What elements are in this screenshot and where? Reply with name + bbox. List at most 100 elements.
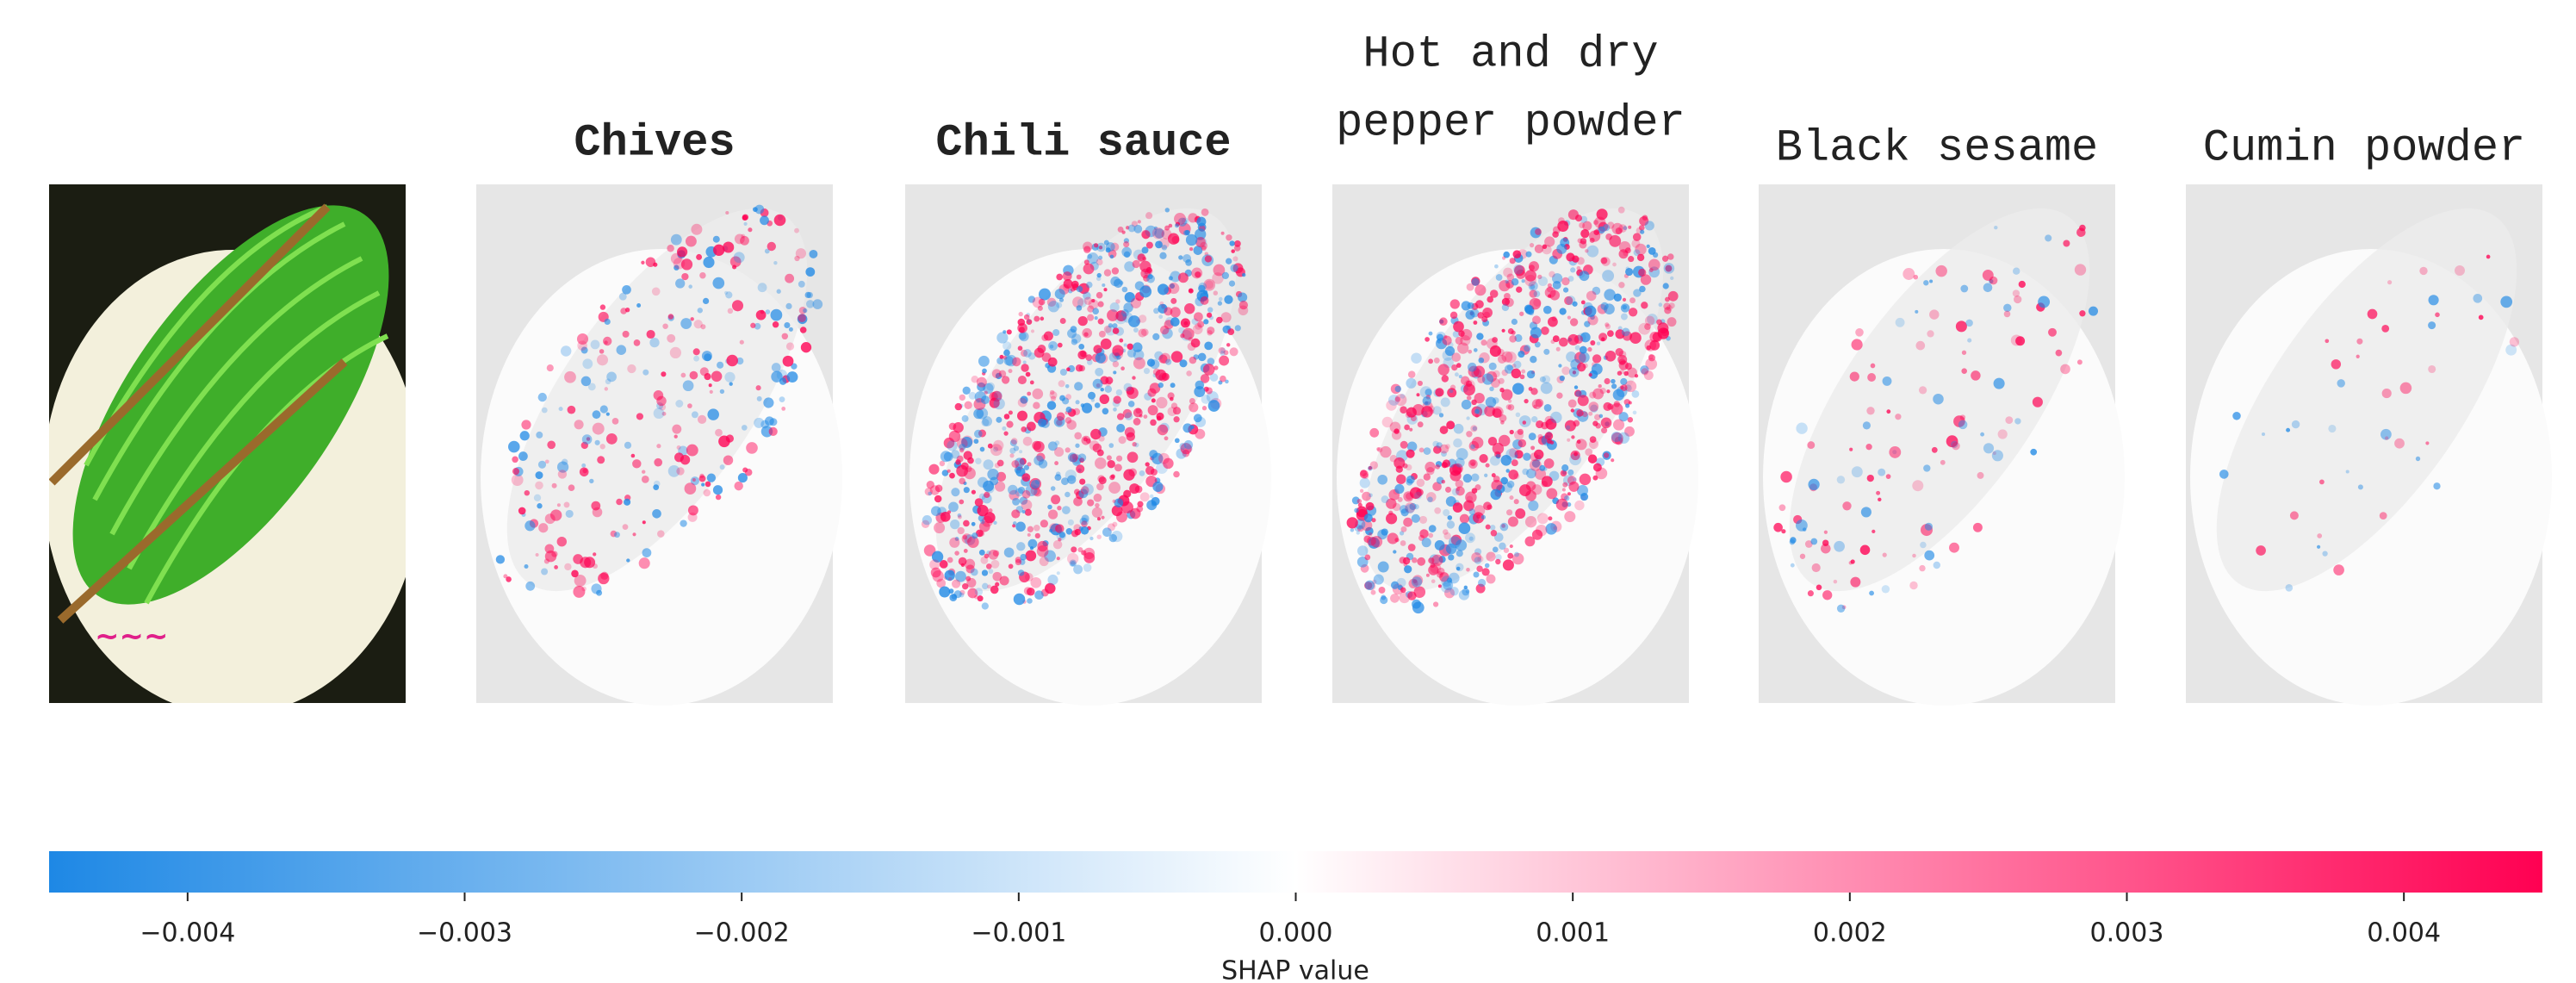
heatmap-dot	[1123, 241, 1130, 248]
heatmap-dot	[1120, 308, 1129, 317]
heatmap-dot	[1444, 345, 1456, 357]
heatmap-dot	[1191, 318, 1199, 326]
heatmap-dot	[1618, 224, 1627, 233]
heatmap-dot	[1370, 536, 1383, 548]
heatmap-dot	[1037, 418, 1047, 427]
heatmap-dot	[1412, 601, 1425, 614]
heatmap-dot	[1980, 432, 1985, 437]
heatmap-dot	[1425, 337, 1430, 342]
heatmap-dot	[1073, 524, 1082, 532]
heatmap-dot	[1002, 355, 1008, 360]
heatmap-dot	[1021, 499, 1033, 511]
heatmap-dot	[1020, 395, 1028, 404]
heatmap-dot	[1632, 233, 1642, 241]
heatmap-dot	[1404, 565, 1412, 574]
heatmap-dot	[1511, 318, 1518, 326]
heatmap-dot	[1003, 349, 1010, 357]
heatmap-dot	[1542, 244, 1548, 250]
heatmap-dot	[1435, 461, 1443, 468]
heatmap-dot	[692, 477, 696, 482]
heatmap-dot	[580, 376, 592, 387]
heatmap-dot	[667, 314, 674, 320]
heatmap-dot	[1133, 357, 1145, 370]
heatmap-dot	[1506, 364, 1513, 371]
heatmap-dot	[1923, 280, 1929, 286]
heatmap-dot	[1364, 580, 1375, 591]
heatmap-dot	[1392, 502, 1401, 512]
heatmap-dot	[2419, 266, 2428, 276]
heatmap-dot	[954, 551, 959, 556]
heatmap-dot	[931, 551, 944, 563]
heatmap-dot	[1451, 488, 1460, 496]
heatmap-dot	[2333, 564, 2344, 575]
heatmap-dot	[962, 534, 968, 540]
shap-panels	[476, 184, 2552, 706]
heatmap-dot	[1225, 379, 1229, 384]
heatmap-dot	[1014, 466, 1022, 474]
heatmap-dot	[1170, 307, 1181, 318]
heatmap-dot	[990, 444, 1002, 457]
heatmap-dot	[1586, 245, 1599, 258]
heatmap-dot	[1500, 476, 1509, 485]
heatmap-dot	[1046, 297, 1057, 308]
heatmap-dot	[1851, 339, 1863, 351]
heatmap-dot	[1380, 445, 1392, 458]
heatmap-dot	[1407, 591, 1417, 600]
heatmap-dot	[1056, 557, 1060, 561]
heatmap-dot	[1147, 388, 1157, 397]
heatmap-dot	[1644, 323, 1651, 330]
heatmap-dot	[1427, 496, 1433, 503]
heatmap-dot	[1971, 370, 1981, 381]
heatmap-dot	[1120, 366, 1125, 371]
heatmap-dot	[798, 314, 806, 323]
heatmap-dot	[1643, 370, 1654, 381]
heatmap-dot	[1573, 477, 1577, 482]
heatmap-dot	[1566, 352, 1577, 363]
heatmap-dot	[1564, 511, 1576, 523]
heatmap-dot	[551, 482, 557, 488]
heatmap-dot	[1417, 421, 1424, 428]
heatmap-dot	[1018, 332, 1027, 340]
heatmap-dot	[1517, 428, 1524, 435]
heatmap-dot	[1194, 312, 1203, 322]
heatmap-dot	[744, 468, 753, 476]
heatmap-dot	[1023, 349, 1032, 358]
heatmap-dot	[547, 440, 556, 450]
heatmap-dot	[1169, 396, 1174, 401]
heatmap-dot	[1112, 360, 1120, 368]
heatmap-dot	[1507, 516, 1518, 527]
heatmap-dot	[1490, 530, 1498, 537]
heatmap-dot	[1585, 305, 1597, 317]
heatmap-dot	[653, 408, 665, 420]
heatmap-dot	[1807, 590, 1814, 597]
heatmap-dot	[1115, 310, 1127, 321]
heatmap-dot	[1063, 279, 1073, 289]
heatmap-dot	[1213, 290, 1219, 296]
heatmap-dot	[1093, 243, 1099, 248]
heatmap-dot	[1477, 375, 1486, 383]
heatmap-dot	[1220, 347, 1226, 353]
heatmap-dot	[1204, 255, 1213, 263]
heatmap-dot	[1012, 524, 1016, 528]
heatmap-dot	[1029, 380, 1034, 385]
heatmap-dot	[1133, 224, 1143, 233]
heatmap-dot	[1002, 426, 1007, 431]
heatmap-dot	[978, 549, 985, 556]
heatmap-dot	[642, 369, 649, 376]
heatmap-dot	[1977, 471, 1984, 479]
heatmap-dot	[1394, 428, 1400, 434]
heatmap-dot	[1495, 451, 1502, 458]
heatmap-dot	[1098, 246, 1103, 250]
heatmap-dot	[616, 498, 623, 506]
heatmap-dot	[924, 488, 933, 496]
heatmap-dot	[1528, 281, 1538, 291]
heatmap-dot	[1522, 468, 1530, 476]
heatmap-dot	[965, 564, 975, 574]
heatmap-dot	[1933, 393, 1944, 405]
heatmap-dot	[1107, 309, 1119, 321]
heatmap-dot	[1093, 345, 1102, 354]
heatmap-dot	[1592, 388, 1605, 400]
heatmap-dot	[1220, 231, 1225, 235]
heatmap-dot	[1200, 374, 1210, 383]
heatmap-dot	[1549, 271, 1555, 278]
